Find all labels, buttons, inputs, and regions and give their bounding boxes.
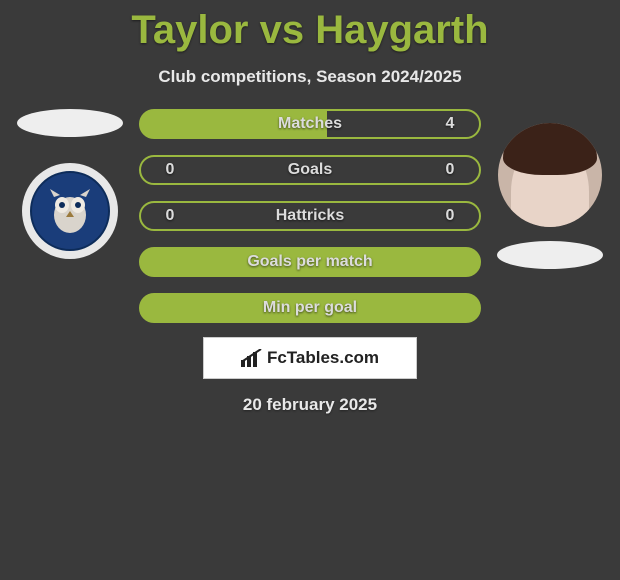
stat-row-goals: 0 Goals 0 bbox=[139, 155, 481, 185]
stat-row-goals-per-match: Goals per match bbox=[139, 247, 481, 277]
page-title: Taylor vs Haygarth bbox=[0, 0, 620, 53]
chart-icon bbox=[241, 349, 263, 367]
comparison-panel: Matches 4 0 Goals 0 0 Hattricks 0 Goals … bbox=[0, 109, 620, 323]
stat-left-value: 0 bbox=[155, 161, 185, 179]
stat-row-min-per-goal: Min per goal bbox=[139, 293, 481, 323]
stat-label: Goals per match bbox=[185, 253, 435, 271]
stat-row-matches: Matches 4 bbox=[139, 109, 481, 139]
stat-right-value: 0 bbox=[435, 207, 465, 225]
left-player-col bbox=[15, 109, 125, 259]
player-photo bbox=[498, 123, 602, 227]
hair-shape bbox=[503, 123, 597, 175]
season-subtitle: Club competitions, Season 2024/2025 bbox=[0, 67, 620, 87]
oldham-athletic-badge bbox=[22, 163, 118, 259]
stat-label: Hattricks bbox=[185, 207, 435, 225]
brand-text: FcTables.com bbox=[267, 348, 379, 368]
right-player-col bbox=[495, 109, 605, 269]
stat-row-hattricks: 0 Hattricks 0 bbox=[139, 201, 481, 231]
player-name-placeholder-left bbox=[17, 109, 123, 137]
club-badge-inner bbox=[30, 171, 110, 251]
stat-right-value: 0 bbox=[435, 161, 465, 179]
owl-icon bbox=[48, 187, 92, 235]
fctables-logo[interactable]: FcTables.com bbox=[203, 337, 417, 379]
stat-label: Goals bbox=[185, 161, 435, 179]
stats-column: Matches 4 0 Goals 0 0 Hattricks 0 Goals … bbox=[139, 109, 481, 323]
stat-left-value: 0 bbox=[155, 207, 185, 225]
stat-label: Min per goal bbox=[185, 299, 435, 317]
stat-right-value: 4 bbox=[435, 115, 465, 133]
player-name-placeholder-right bbox=[497, 241, 603, 269]
date-text: 20 february 2025 bbox=[0, 395, 620, 415]
stat-label: Matches bbox=[185, 115, 435, 133]
